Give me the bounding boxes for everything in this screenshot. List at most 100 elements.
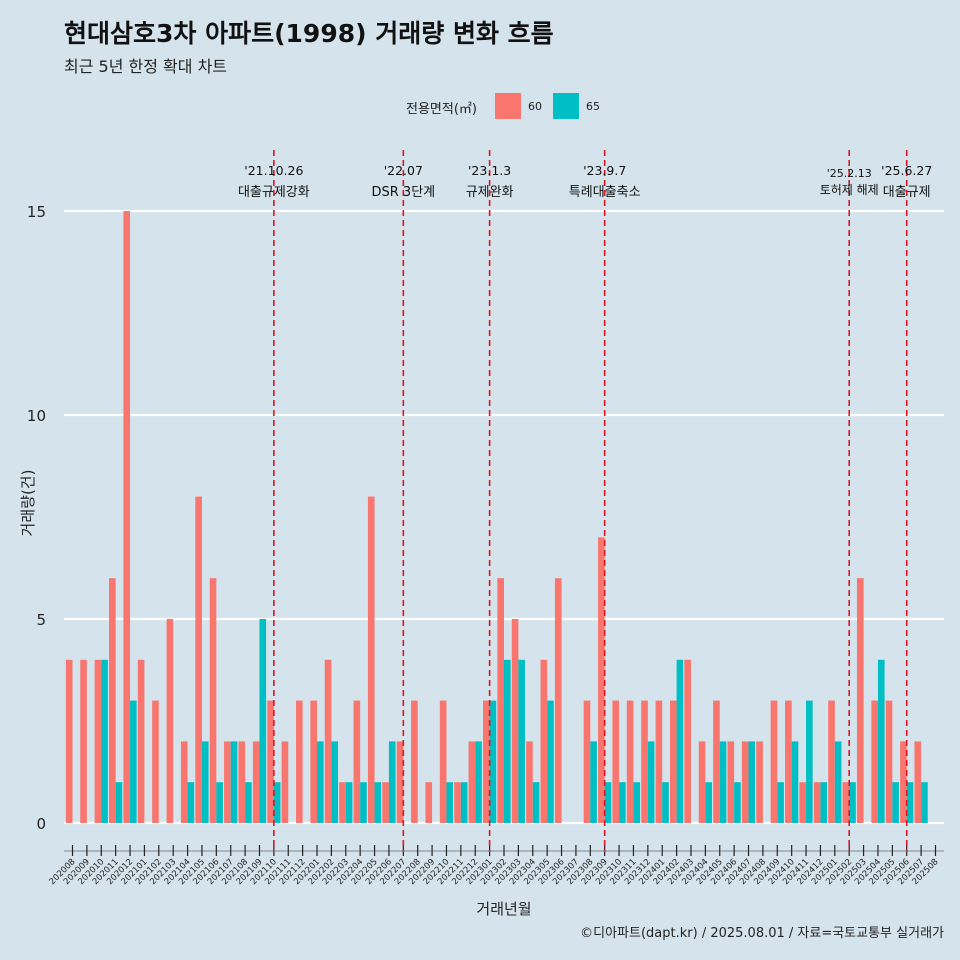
bar-65-202506 [906, 782, 914, 823]
bar-65-202402 [676, 659, 684, 823]
bar-60-202308 [583, 700, 591, 823]
bar-60-202109 [252, 741, 260, 823]
annotation-label: 대출규제 [883, 185, 931, 200]
bar-65-202309 [604, 782, 612, 823]
bar-65-202303 [518, 659, 525, 823]
annotation-date: '21.10.26 [244, 163, 303, 178]
bar-65-202507 [921, 782, 928, 823]
bar-60-202304 [526, 741, 533, 823]
bar-60-202106 [209, 578, 217, 823]
bar-60-202206 [382, 782, 389, 823]
bar-65-202405 [719, 741, 727, 823]
bar-65-202305 [547, 700, 554, 823]
annotation-label: 대출규제강화 [238, 185, 310, 200]
annotation-label: 규제완화 [466, 185, 514, 200]
bar-65-202505 [892, 782, 899, 823]
bar-60-202301 [483, 700, 490, 823]
chart-subtitle: 최근 5년 한정 확대 차트 [64, 57, 228, 76]
bar-60-202404 [698, 741, 706, 823]
bar-60-202201 [310, 700, 318, 823]
bar-60-202103 [166, 619, 174, 823]
bar-65-202401 [662, 782, 669, 823]
legend-key-60 [495, 93, 521, 119]
bar-60-202204 [353, 700, 361, 823]
y-tick-label: 15 [27, 203, 46, 221]
bar-60-202010 [94, 659, 102, 823]
bar-65-202110 [273, 782, 281, 823]
bar-60-202203 [339, 782, 346, 823]
bar-65-202407 [748, 741, 756, 823]
bar-65-202202 [331, 741, 339, 823]
bar-65-202406 [734, 782, 741, 823]
bar-60-202212 [468, 741, 476, 823]
chart-title: 현대삼호3차 아파트(1998) 거래량 변화 흐름 [64, 19, 554, 48]
bar-60-202011 [109, 578, 116, 823]
bar-65-202109 [259, 619, 267, 823]
bar-60-202008 [65, 659, 73, 823]
bar-60-202207 [396, 741, 404, 823]
bar-60-202407 [741, 741, 749, 823]
bar-65-202301 [489, 700, 497, 823]
bar-65-202211 [460, 782, 468, 823]
bar-60-202009 [80, 659, 87, 823]
bar-60-202504 [871, 700, 878, 823]
bar-60-202409 [770, 700, 778, 823]
bar-65-202108 [245, 782, 252, 823]
bar-65-202104 [187, 782, 195, 823]
bar-60-202101 [137, 659, 145, 823]
bar-60-202108 [238, 741, 246, 823]
annotation-date: '25.6.27 [881, 163, 932, 178]
bar-65-202304 [532, 782, 540, 823]
bar-65-202012 [130, 700, 137, 823]
bar-60-202412 [813, 782, 821, 823]
bar-65-202501 [834, 741, 842, 823]
bar-60-202309 [598, 537, 605, 823]
bar-65-202106 [216, 782, 223, 823]
bar-60-202507 [914, 741, 922, 823]
x-axis-title: 거래년월 [476, 900, 531, 918]
bar-60-202502 [842, 782, 850, 823]
bar-65-202412 [820, 782, 828, 823]
bar-60-202311 [626, 700, 634, 823]
bar-65-202502 [849, 782, 856, 823]
bar-60-202408 [756, 741, 763, 823]
annotation-label: 특례대출축소 [569, 185, 641, 200]
bar-65-202302 [504, 659, 511, 823]
bar-65-202310 [619, 782, 626, 823]
bar-60-202210 [439, 700, 447, 823]
bar-60-202111 [281, 741, 289, 823]
bar-60-202110 [267, 700, 274, 823]
bar-65-202010 [101, 659, 108, 823]
bar-65-202411 [806, 700, 813, 823]
annotation-label: 토허제 해제 [820, 183, 879, 197]
bar-65-202308 [590, 741, 597, 823]
bar-65-202105 [201, 741, 209, 823]
legend: 전용면적(㎡) 60 65 [0, 92, 960, 122]
bar-60-202302 [497, 578, 504, 823]
bar-60-202102 [152, 700, 159, 823]
caption: ©디아파트(dapt.kr) / 2025.08.01 / 자료=국토교통부 실… [580, 926, 944, 941]
bar-60-202411 [799, 782, 807, 823]
bar-60-202205 [367, 496, 375, 823]
bar-60-202505 [885, 700, 893, 823]
legend-label-65: 65 [586, 100, 600, 113]
bar-60-202310 [612, 700, 620, 823]
bar-65-202212 [475, 741, 482, 823]
bar-60-202402 [669, 700, 677, 823]
bar-60-202107 [224, 741, 231, 823]
bar-60-202401 [655, 700, 663, 823]
y-tick-label: 5 [36, 611, 46, 629]
bar-65-202210 [446, 782, 454, 823]
bar-60-202211 [454, 782, 461, 823]
bar-60-202410 [785, 700, 792, 823]
bar-60-202403 [684, 659, 691, 823]
bar-65-202107 [230, 741, 238, 823]
annotation-date: '23.9.7 [583, 163, 626, 178]
y-tick-label: 10 [27, 407, 46, 425]
bar-60-202303 [511, 619, 519, 823]
bar-60-202105 [195, 496, 202, 823]
bar-60-202501 [828, 700, 835, 823]
bar-60-202104 [180, 741, 188, 823]
annotation-label: DSR 3단계 [372, 185, 436, 200]
